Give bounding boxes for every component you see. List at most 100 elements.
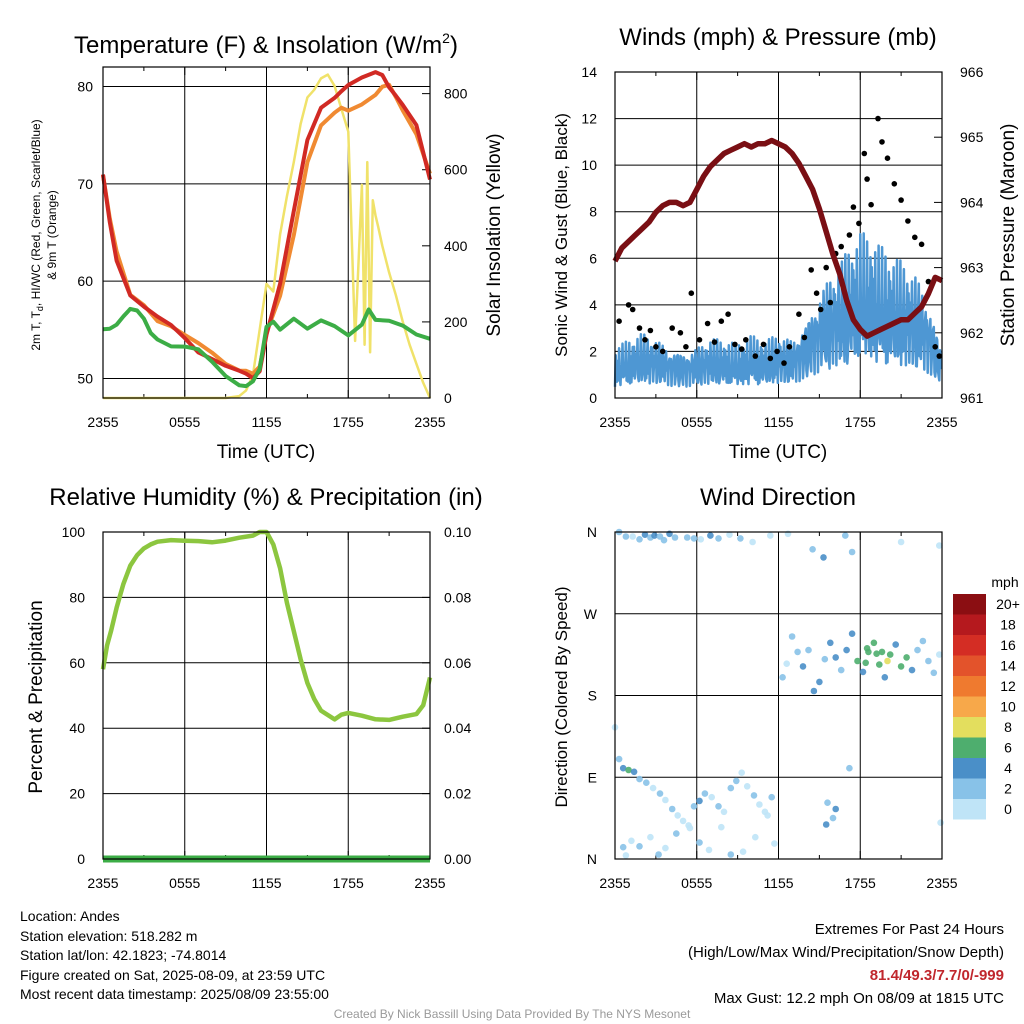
- y2-tick-label: 965: [960, 129, 984, 145]
- gust-point: [774, 348, 780, 355]
- y2-tick-label: 600: [444, 162, 468, 178]
- wind-direction-point: [892, 641, 899, 648]
- gust-point: [879, 139, 885, 145]
- wind-direction-point: [743, 783, 751, 790]
- plot-frame: [102, 531, 431, 860]
- gust-point: [669, 325, 675, 331]
- temperature-series-line: [102, 306, 431, 389]
- y2-tick-label: 0.02: [444, 786, 471, 802]
- wind-direction-point: [679, 817, 687, 825]
- gust-point: [786, 344, 793, 350]
- wind-direction-point: [881, 674, 889, 681]
- y2-tick-label: 0.08: [444, 589, 471, 605]
- wind-direction-point: [908, 666, 916, 674]
- y2-tick-label: 0.04: [444, 720, 471, 736]
- wind-direction-point: [810, 687, 818, 695]
- y-tick-label: 20: [69, 786, 85, 802]
- wind-direction-point: [738, 769, 745, 776]
- wind-direction-point: [674, 812, 681, 819]
- wind-direction-point: [794, 648, 801, 656]
- wind-direction-point: [816, 678, 823, 686]
- gust-point: [636, 325, 643, 331]
- wind-direction-point: [832, 654, 839, 661]
- station-location: Location: Andes: [20, 908, 120, 924]
- gust-point: [659, 348, 666, 355]
- wind-direction-point: [764, 812, 771, 819]
- wind-direction-point: [655, 851, 662, 858]
- wind-direction-point: [809, 546, 816, 553]
- y-tick-label: N: [587, 851, 597, 867]
- x-tick-label: 1755: [333, 875, 364, 891]
- wind-direction-point: [705, 846, 713, 854]
- wind-direction-point: [903, 654, 910, 661]
- y2-tick-label: 0.00: [444, 851, 471, 867]
- wind-direction-point: [662, 796, 669, 804]
- wind-direction-point: [829, 814, 837, 822]
- wind-direction-point: [862, 659, 869, 667]
- wind-direction-point: [686, 824, 694, 832]
- gust-point: [817, 306, 824, 313]
- wind-direction-point: [619, 843, 627, 851]
- wind-direction-point: [749, 538, 756, 546]
- y-tick-label: E: [588, 769, 597, 785]
- y-tick-label: N: [587, 524, 597, 540]
- wind-direction-point: [752, 833, 759, 841]
- temperature-y-axis-label-line2: & 9m T (Orange): [45, 190, 59, 280]
- x-tick-label: 1755: [333, 414, 364, 430]
- gust-point: [767, 355, 774, 362]
- x-tick-label: 1155: [763, 414, 793, 430]
- wind-direction-point: [854, 657, 861, 665]
- gust-point: [936, 353, 943, 359]
- wind-direction-point: [739, 848, 747, 855]
- y-tick-label: 0: [77, 851, 85, 867]
- wind-direction-point: [630, 768, 638, 776]
- y2-tick-label: 400: [444, 238, 468, 254]
- x-tick-label: 2355: [87, 875, 118, 891]
- wind-direction-point: [727, 851, 735, 858]
- gust-point: [932, 344, 938, 350]
- wind-direction-point: [671, 534, 679, 541]
- gust-point: [864, 176, 870, 182]
- wind-direction-point: [859, 668, 867, 676]
- gust-point: [752, 353, 759, 359]
- wind-direction-point: [622, 852, 630, 859]
- gust-point: [677, 330, 684, 336]
- gust-point: [760, 341, 767, 348]
- wind-direction-point: [843, 646, 850, 654]
- wind-direction-point: [668, 805, 676, 813]
- x-tick-label: 2355: [926, 414, 957, 430]
- y-tick-label: 80: [69, 589, 85, 605]
- wind-direction-point: [720, 808, 728, 816]
- gust-point: [813, 290, 820, 297]
- wind-direction-point: [788, 633, 796, 640]
- legend-label: 10: [1000, 699, 1016, 715]
- wind-direction-point: [884, 657, 891, 665]
- gust-point: [704, 320, 711, 327]
- wind-direction-point: [771, 840, 778, 847]
- wind-direction-point: [756, 801, 763, 808]
- x-tick-label: 0555: [681, 875, 712, 891]
- y2-tick-label: 963: [960, 260, 984, 276]
- gust-point: [846, 232, 853, 238]
- wind-direction-y-axis-label: Direction (Colored By Speed): [552, 586, 571, 807]
- y-tick-label: 0: [589, 390, 597, 406]
- wind-direction-point: [636, 775, 643, 783]
- y2-tick-label: 961: [960, 390, 984, 406]
- legend-label: 20+: [996, 596, 1020, 612]
- gust-point: [629, 306, 636, 313]
- legend-color-box: [953, 676, 986, 697]
- wind-direction-point: [750, 792, 758, 799]
- wind-direction-point: [656, 790, 664, 797]
- wind-direction-point: [619, 764, 627, 772]
- wind-direction-point: [660, 536, 668, 544]
- y2-tick-label: 964: [960, 194, 984, 210]
- wind-direction-point: [936, 651, 943, 658]
- legend-label: 14: [1000, 658, 1016, 674]
- x-tick-label: 1755: [845, 875, 876, 891]
- wind-direction-point: [870, 639, 878, 647]
- legend-color-box: [953, 717, 986, 738]
- legend-label: 8: [1004, 719, 1012, 735]
- wind-direction-point: [696, 839, 703, 846]
- wind-direction-point: [651, 532, 658, 539]
- wind-direction-point: [662, 844, 669, 852]
